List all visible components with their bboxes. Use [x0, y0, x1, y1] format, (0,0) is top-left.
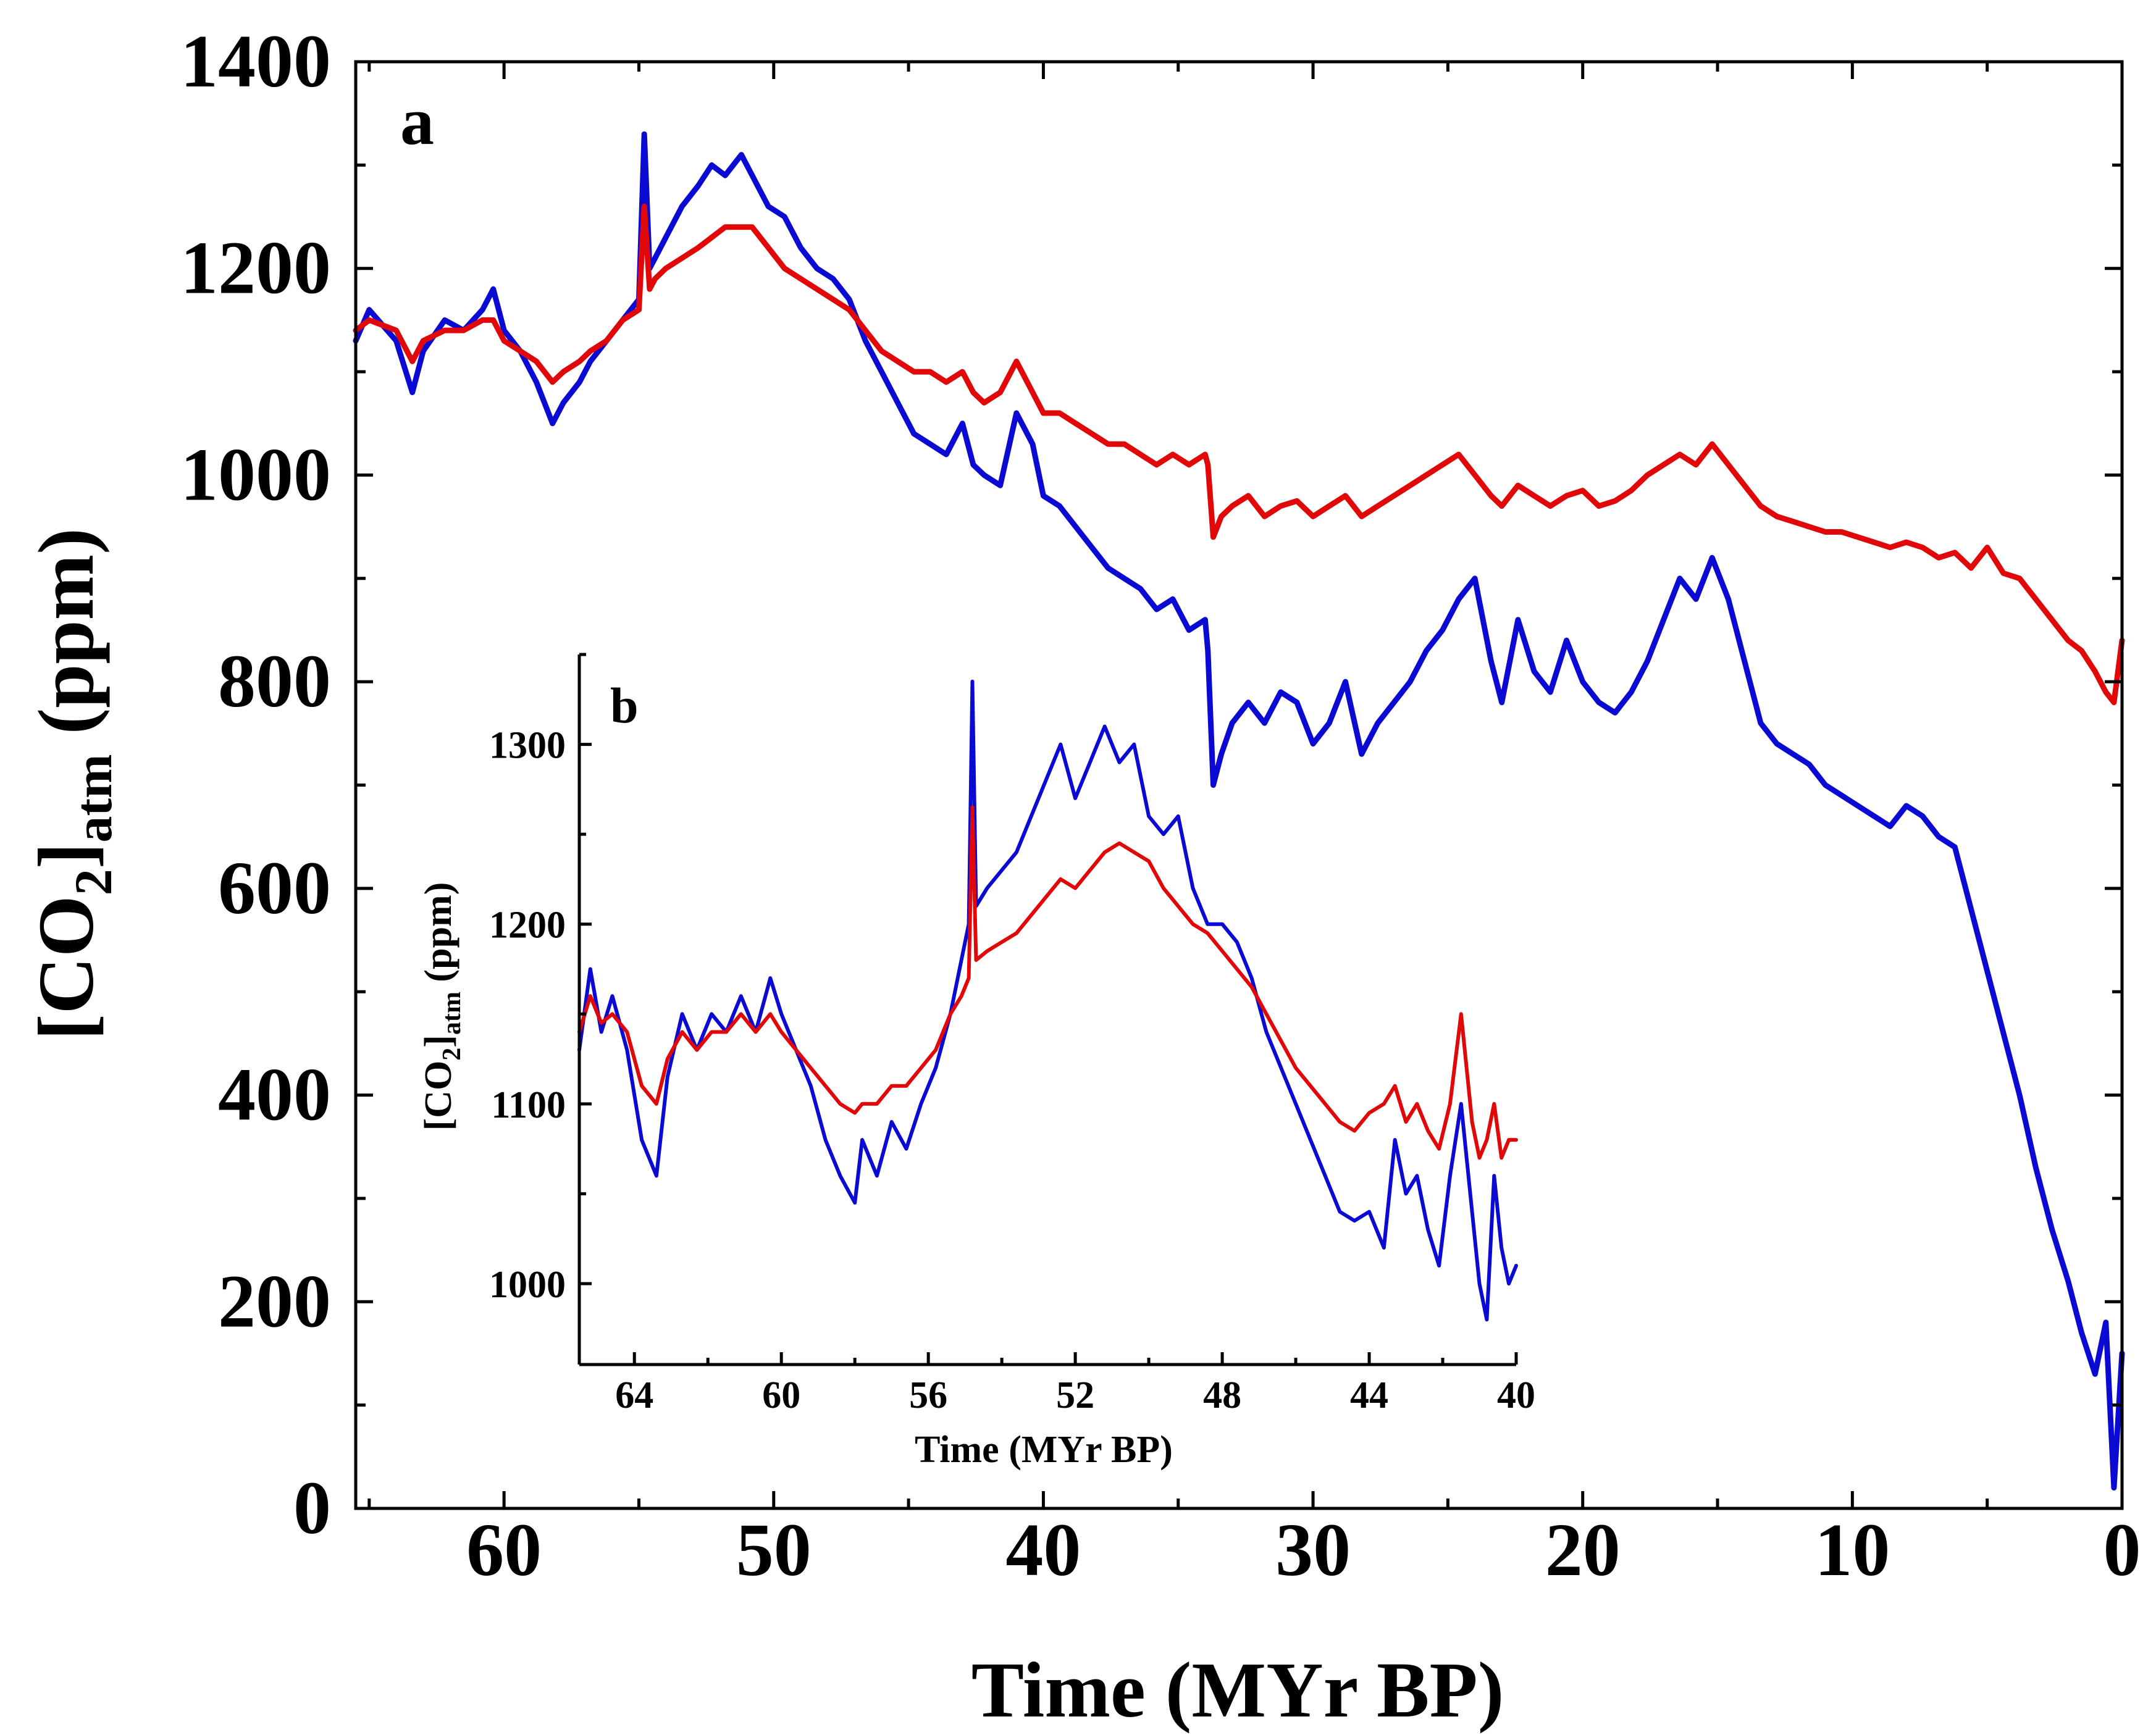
main-series-blue-line: [353, 131, 2125, 1490]
main-y-tick-label: 600: [218, 847, 331, 930]
main-series-red-line: [353, 203, 2125, 706]
main-y-axis-title: [CO2]atm (ppm): [22, 528, 123, 1040]
inset-panel: 64 60 56 52 48 44 40 1000 1100 1200 1300 b Time (M…: [417, 653, 1535, 1471]
main-x-tick-label: 40: [1005, 1508, 1081, 1592]
main-x-tick-label: 30: [1275, 1508, 1351, 1592]
inset-x-tick-label: 48: [1203, 1374, 1241, 1416]
inset-y-axis-title-tail: (ppm): [417, 882, 459, 992]
main-series-group: [353, 131, 2125, 1490]
main-y-axis-title-sub1: 2: [64, 869, 123, 895]
main-y-axis-title-base: [CO: [22, 895, 110, 1040]
main-y-tick-label: 1200: [180, 227, 331, 310]
main-y-tick-label: 400: [218, 1053, 331, 1137]
inset-x-tick-label: 44: [1350, 1374, 1388, 1416]
main-x-axis-title: Time (MYr BP): [971, 1646, 1504, 1734]
inset-series-blue-line: [577, 679, 1518, 1322]
main-x-tick-label: 20: [1545, 1508, 1621, 1592]
inset-y-tick-label: 1100: [491, 1084, 566, 1126]
main-y-tick-label: 0: [293, 1466, 331, 1550]
inset-y-axis-title: [CO2]atm (ppm): [417, 882, 466, 1131]
inset-x-tick-label: 64: [615, 1374, 653, 1416]
inset-series-red-line: [577, 805, 1518, 1160]
inset-y-axis-title-mid: ]: [417, 1035, 459, 1048]
inset-x-axis-title: Time (MYr BP): [915, 1429, 1173, 1471]
main-x-tick-label: 0: [2104, 1508, 2141, 1592]
main-y-tick-label: 1400: [180, 20, 331, 103]
main-x-tick-label: 50: [736, 1508, 812, 1592]
inset-y-axis-title-sub1: 2: [438, 1048, 466, 1061]
inset-panel-label: b: [610, 677, 639, 734]
main-x-tick-label: 60: [466, 1508, 542, 1592]
inset-y-tick-label: 1000: [489, 1264, 566, 1306]
inset-y-axis-title-sub2: atm: [438, 992, 466, 1035]
main-x-tick-label: 10: [1814, 1508, 1890, 1592]
main-y-axis-title-sub2: atm: [64, 754, 123, 842]
inset-x-tick-label: 40: [1497, 1374, 1535, 1416]
inset-x-tick-label: 56: [909, 1374, 947, 1416]
main-panel-label: a: [400, 83, 434, 159]
main-y-tick-label: 1000: [180, 433, 331, 516]
main-y-tick-label: 800: [218, 640, 331, 723]
inset-series-group: [577, 679, 1518, 1322]
main-y-axis-title-mid: ]: [22, 843, 110, 869]
inset-y-axis-title-base: [CO: [417, 1061, 459, 1131]
inset-ticks-group: 64 60 56 52 48 44 40 1000 1100 1200 1300: [489, 653, 1535, 1416]
main-y-tick-label: 200: [218, 1260, 331, 1343]
inset-y-tick-label: 1200: [489, 905, 566, 947]
inset-y-tick-label: 1300: [489, 725, 566, 767]
main-y-axis-title-tail: (ppm): [22, 528, 110, 754]
main-plot-frame: [354, 60, 2124, 1510]
inset-x-tick-label: 52: [1056, 1374, 1094, 1416]
inset-x-tick-label: 60: [762, 1374, 800, 1416]
